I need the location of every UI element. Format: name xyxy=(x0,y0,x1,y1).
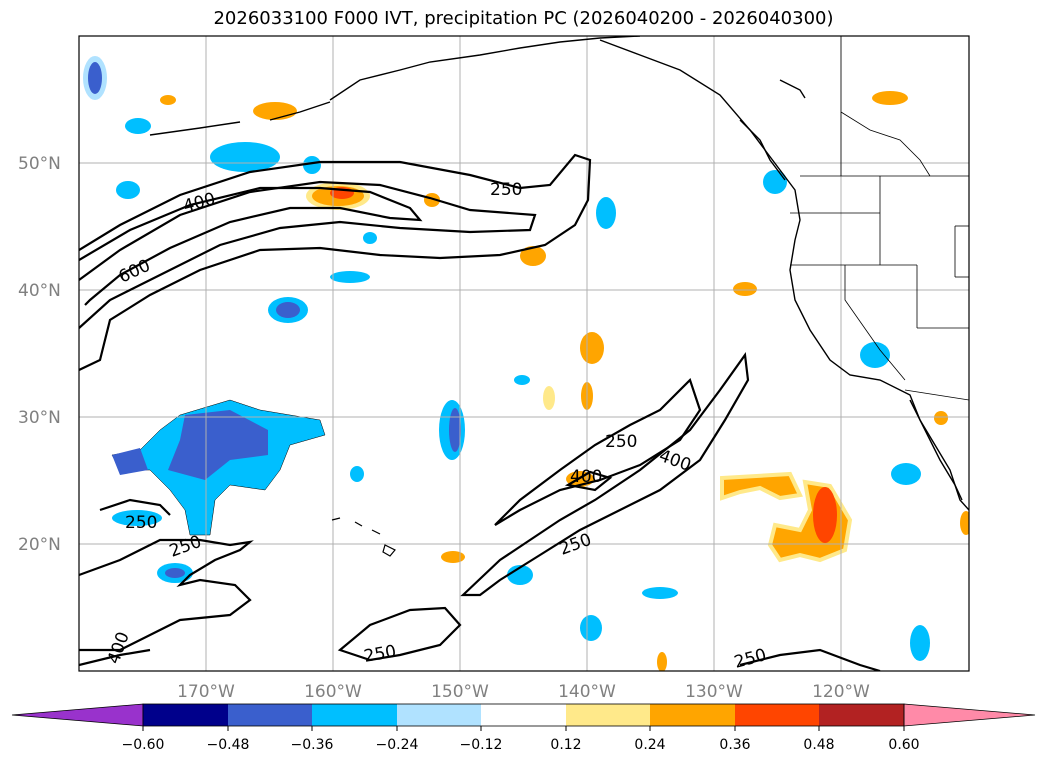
precip-region-negative xyxy=(860,342,890,368)
colorbar-tick: 0.48 xyxy=(803,737,834,753)
precip-region-positive xyxy=(580,332,604,364)
precip-region-negative xyxy=(112,448,148,475)
precip-region-negative xyxy=(350,466,364,482)
contour-label: 250 xyxy=(490,180,522,200)
precip-region-positive xyxy=(543,386,555,410)
precip-region-negative xyxy=(330,271,370,283)
colorbar-extend-high xyxy=(903,703,1036,727)
colorbar-tick: 0.12 xyxy=(550,737,581,753)
colorbar: −0.60 −0.48 −0.36 −0.24 −0.12 0.12 0.24 … xyxy=(11,703,1036,753)
contour-label: 250 xyxy=(605,432,637,452)
lon-label: 120°W xyxy=(812,682,870,702)
colorbar-tick: −0.12 xyxy=(460,737,503,753)
precip-region-negative xyxy=(642,587,678,599)
lon-label: 130°W xyxy=(685,682,743,702)
lon-label: 170°W xyxy=(177,682,235,702)
precip-region-negative xyxy=(514,375,530,385)
precip-region-negative xyxy=(596,197,616,229)
colorbar-segment xyxy=(735,704,819,726)
precip-region-positive xyxy=(733,282,757,296)
precip-region-strong-negative xyxy=(449,408,461,452)
lon-label: 140°W xyxy=(558,682,616,702)
lon-labels: 170°W 160°W 150°W 140°W 130°W 120°W xyxy=(177,682,870,702)
precip-region-negative xyxy=(116,181,140,199)
coastlines xyxy=(149,36,969,511)
precip-region-positive xyxy=(160,95,176,105)
lat-label: 40°N xyxy=(18,281,61,301)
colorbar-tick: −0.48 xyxy=(207,737,250,753)
precip-region-negative xyxy=(125,118,151,134)
precip-region-negative xyxy=(112,510,162,526)
colorbar-tick: −0.36 xyxy=(291,737,334,753)
precip-region-positive xyxy=(872,91,908,105)
precip-region-positive xyxy=(520,246,546,266)
lat-label: 30°N xyxy=(18,408,61,428)
precip-region-negative xyxy=(507,565,533,585)
lat-labels: 50°N 40°N 30°N 20°N xyxy=(18,154,61,555)
precip-region-strong-negative xyxy=(168,410,268,480)
colorbar-tick: 0.36 xyxy=(719,737,750,753)
ivt-contours xyxy=(79,153,881,671)
map-title: 2026033100 F000 IVT, precipitation PC (2… xyxy=(213,8,834,29)
colorbar-tick: −0.60 xyxy=(122,737,165,753)
precip-region-negative xyxy=(763,170,787,194)
lat-label: 20°N xyxy=(18,535,61,555)
plot-frame xyxy=(78,35,970,672)
lon-label: 160°W xyxy=(304,682,362,702)
precip-shading xyxy=(83,56,969,671)
precip-region-positive xyxy=(253,102,297,120)
colorbar-extend-low xyxy=(11,703,144,727)
precip-region-negative xyxy=(303,156,321,174)
lat-label: 50°N xyxy=(18,154,61,174)
hawaii-islands xyxy=(331,517,396,557)
precip-region-strong-negative xyxy=(165,568,185,578)
precip-region-negative xyxy=(363,232,377,244)
precip-region-negative xyxy=(891,463,921,485)
precip-region-positive xyxy=(960,511,969,535)
colorbar-tick: 0.24 xyxy=(634,737,665,753)
colorbar-segment xyxy=(143,704,228,726)
contour-label: 400 xyxy=(570,467,602,487)
colorbar-segment xyxy=(481,704,566,726)
colorbar-segment xyxy=(228,704,312,726)
precip-region-strong-positive xyxy=(813,487,837,543)
colorbar-segment xyxy=(397,704,481,726)
precip-region-strong-negative xyxy=(88,62,102,94)
precip-region-negative xyxy=(210,142,280,172)
precip-region-strong-negative xyxy=(276,302,300,318)
precip-region-positive xyxy=(720,471,803,501)
precip-region-negative xyxy=(580,615,602,641)
colorbar-tick: −0.24 xyxy=(376,737,419,753)
precip-region-positive xyxy=(934,411,948,425)
colorbar-segment xyxy=(566,704,650,726)
colorbar-segment xyxy=(650,704,735,726)
colorbar-tick: 0.60 xyxy=(888,737,919,753)
precip-region-positive xyxy=(441,551,465,563)
colorbar-segment xyxy=(819,704,904,726)
precip-region-positive xyxy=(657,652,667,671)
contour-label: 250 xyxy=(125,513,157,533)
precip-region-negative xyxy=(910,625,930,661)
political-borders xyxy=(790,36,969,401)
lon-label: 150°W xyxy=(431,682,489,702)
colorbar-segment xyxy=(312,704,397,726)
